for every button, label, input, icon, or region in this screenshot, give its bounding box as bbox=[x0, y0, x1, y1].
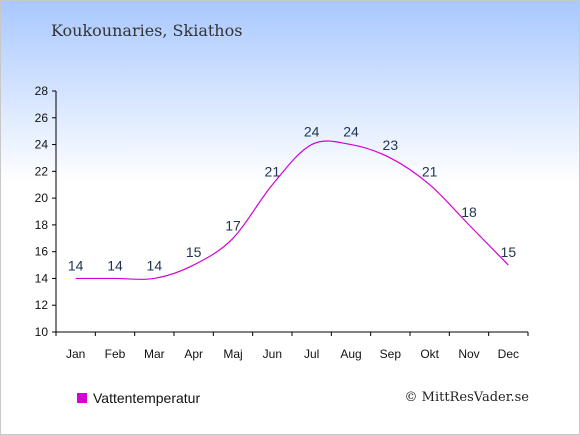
data-label: 24 bbox=[304, 124, 320, 140]
series-line bbox=[75, 140, 509, 281]
y-tick-label: 26 bbox=[35, 111, 49, 125]
x-tick-label: Nov bbox=[458, 347, 479, 361]
y-tick-label: 12 bbox=[35, 298, 49, 312]
y-tick-label: 10 bbox=[35, 325, 49, 339]
x-tick-label: Aug bbox=[340, 347, 361, 361]
data-label: 15 bbox=[501, 244, 517, 260]
y-tick-label: 22 bbox=[35, 164, 49, 178]
y-tick-label: 18 bbox=[35, 218, 49, 232]
data-label: 17 bbox=[225, 217, 241, 233]
data-label: 21 bbox=[265, 164, 281, 180]
data-label: 14 bbox=[68, 257, 84, 273]
legend-swatch bbox=[77, 393, 87, 403]
x-tick-label: Dec bbox=[498, 347, 519, 361]
y-tick-label: 16 bbox=[35, 245, 49, 259]
x-tick-label: Feb bbox=[105, 347, 126, 361]
data-label: 23 bbox=[383, 137, 399, 153]
credit-text: © MittResVader.se bbox=[404, 390, 529, 405]
data-label: 14 bbox=[147, 257, 163, 273]
y-tick-label: 28 bbox=[35, 84, 49, 98]
x-tick-label: Okt bbox=[420, 347, 439, 361]
x-tick-label: Jul bbox=[304, 347, 319, 361]
location-title: Koukounaries, Skiathos bbox=[51, 21, 243, 40]
legend: Vattentemperatur bbox=[77, 390, 200, 406]
legend-label: Vattentemperatur bbox=[93, 390, 201, 406]
data-label: 24 bbox=[343, 124, 359, 140]
data-label: 18 bbox=[461, 204, 477, 220]
x-tick-label: Jan bbox=[66, 347, 85, 361]
x-tick-label: Apr bbox=[184, 347, 203, 361]
y-tick-label: 24 bbox=[35, 138, 49, 152]
y-tick-label: 20 bbox=[35, 191, 49, 205]
data-label: 15 bbox=[186, 244, 202, 260]
x-tick-label: Maj bbox=[223, 347, 242, 361]
x-tick-label: Mar bbox=[144, 347, 165, 361]
x-tick-label: Sep bbox=[380, 347, 402, 361]
data-label: 21 bbox=[422, 164, 438, 180]
data-label: 14 bbox=[107, 257, 123, 273]
x-tick-label: Jun bbox=[263, 347, 282, 361]
y-tick-label: 14 bbox=[35, 271, 49, 285]
